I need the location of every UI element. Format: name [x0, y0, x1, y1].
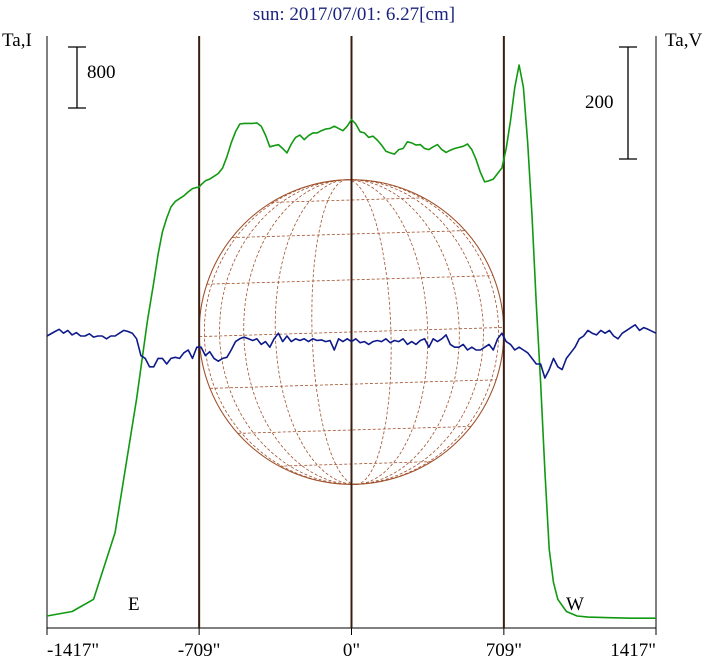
longitude-line: [346, 179, 460, 485]
latitude-line: [237, 425, 472, 434]
latitude-line: [279, 461, 432, 467]
x-tick-label: 0": [343, 640, 360, 661]
longitude-line: [274, 179, 357, 485]
longitude-line: [203, 179, 357, 485]
y-axis-label-left: Ta,I: [2, 30, 32, 51]
chart-title: sun: 2017/07/01: 6.27[cm]: [252, 4, 456, 25]
longitude-line: [346, 179, 484, 485]
longitude-line: [346, 179, 429, 485]
plot-frame: [46, 36, 657, 629]
x-tick-label: -709": [178, 640, 221, 661]
scale-bar-right-label: 200: [585, 92, 614, 113]
series-line-I: [46, 64, 656, 620]
x-tick-label: 709": [486, 640, 522, 661]
scan-lines: [46, 64, 657, 620]
series-line-V: [46, 323, 657, 379]
longitude-line: [219, 179, 357, 485]
limb-label-west: W: [566, 594, 584, 615]
x-tick-label: 1417": [610, 640, 656, 661]
limb-label-east: E: [128, 594, 140, 615]
longitude-line: [346, 179, 392, 485]
latitude-line: [231, 230, 466, 239]
x-axis: -1417" -709" 0" 709" 1417": [46, 628, 657, 661]
x-tick-label: -1417": [47, 640, 99, 661]
longitude-line: [346, 179, 500, 485]
latitude-line: [210, 379, 497, 389]
y-axis-label-right: Ta,V: [665, 30, 703, 51]
latitude-line: [271, 197, 424, 203]
scale-bar-left-label: 800: [87, 62, 116, 83]
longitude-line: [243, 179, 357, 485]
